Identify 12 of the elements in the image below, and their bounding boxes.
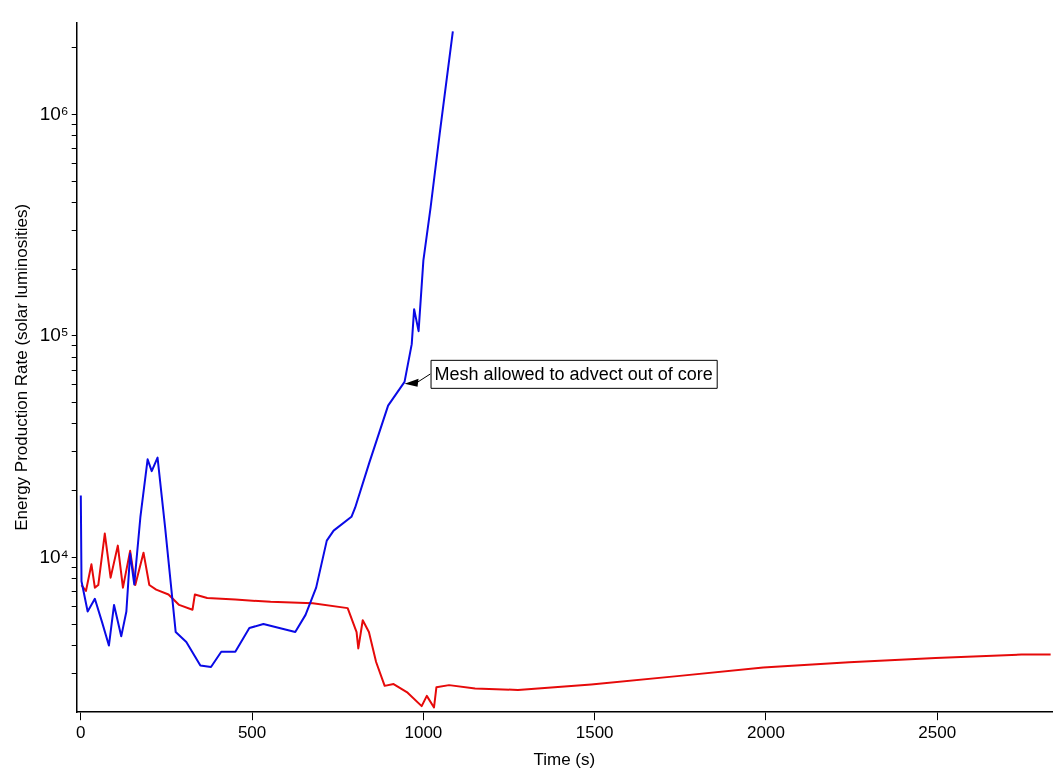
y-tick-label: 10⁵ <box>39 324 69 346</box>
x-tick-label: 2000 <box>747 723 785 743</box>
y-tick-label: 10⁶ <box>39 102 69 124</box>
x-axis-title: Time (s) <box>533 750 596 770</box>
x-tick-label: 1000 <box>404 723 443 743</box>
y-axis-title: Energy Production Rate (solar luminosities) <box>11 203 31 531</box>
x-tick-label: 0 <box>76 723 86 743</box>
annotation: Mesh allowed to advect out of core <box>434 363 713 384</box>
x-tick-label: 2500 <box>918 723 957 743</box>
y-tick-label: 10⁴ <box>39 545 69 567</box>
x-tick-label: 1500 <box>575 723 614 743</box>
x-tick-label: 500 <box>237 723 267 743</box>
